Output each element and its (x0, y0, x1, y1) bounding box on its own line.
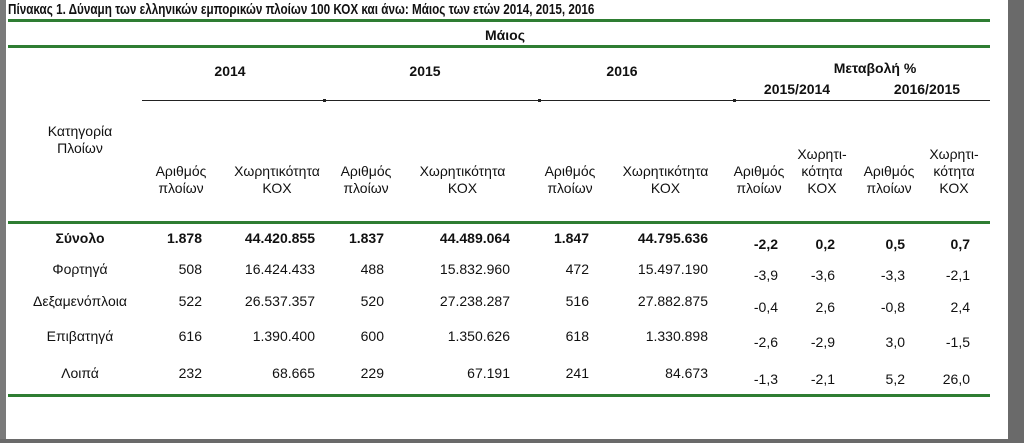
bottom-border (0, 439, 1024, 443)
category-cell: Σύνολο (55, 230, 105, 246)
value-cell: 1.878 (166, 230, 202, 246)
value-cell: 1.847 (553, 230, 589, 246)
change-header: Μεταβολή % (833, 60, 917, 76)
value-cell: 516 (565, 293, 589, 309)
value-cell: 27.238.287 (439, 293, 510, 309)
value-cell: -1,5 (945, 334, 970, 350)
value-cell: 1.390.400 (252, 328, 315, 344)
value-cell: 1.837 (348, 230, 384, 246)
count-2015-header: Αριθμός πλοίων (340, 163, 392, 196)
value-cell: 0,2 (815, 236, 835, 252)
value-cell: 522 (178, 293, 202, 309)
value-cell: 84.673 (665, 365, 708, 381)
value-cell: 16.424.433 (244, 261, 315, 277)
value-cell: 27.882.875 (637, 293, 708, 309)
value-cell: 67.191 (467, 365, 510, 381)
month-header: Μάιος (485, 27, 525, 43)
value-cell: 508 (178, 261, 202, 277)
value-cell: 15.497.190 (637, 261, 708, 277)
rule-marker (323, 99, 326, 102)
value-cell: -2,1 (945, 267, 970, 283)
change-count-2-header: Αριθμός πλοίων (863, 163, 915, 196)
rule-marker (733, 99, 736, 102)
month-rule (8, 45, 990, 48)
year-underline (142, 100, 990, 101)
category-cell: Δεξαμενόπλοια (33, 293, 127, 309)
top-rule (8, 19, 990, 22)
capacity-2014-header: Χωρητικότητα ΚΟΧ (234, 163, 320, 196)
table-title: Πίνακας 1. Δύναμη των ελληνικών εμπορικώ… (8, 1, 595, 18)
value-cell: 5,2 (885, 371, 905, 387)
value-cell: 241 (565, 365, 589, 381)
value-cell: -0,8 (880, 299, 905, 315)
change-period-2: 2016/2015 (893, 81, 961, 97)
value-cell: 15.832.960 (439, 261, 510, 277)
value-cell: -2,2 (753, 236, 778, 252)
value-cell: 600 (360, 328, 384, 344)
value-cell: 616 (178, 328, 202, 344)
table-bottom-rule (8, 394, 990, 397)
value-cell: 1.330.898 (645, 328, 708, 344)
value-cell: -3,6 (810, 267, 835, 283)
change-capacity-1-header: Χωρητι- κότητα ΚΟΧ (797, 146, 847, 196)
category-cell: Φορτηγά (52, 261, 108, 277)
category-cell: Επιβατηγά (46, 328, 114, 344)
value-cell: 26.537.357 (244, 293, 315, 309)
year-2014-header: 2014 (214, 63, 246, 79)
value-cell: -0,4 (753, 299, 778, 315)
value-cell: -1,3 (753, 371, 778, 387)
value-cell: 2,4 (950, 299, 970, 315)
category-cell: Λοιπά (61, 365, 99, 381)
change-count-1-header: Αριθμός πλοίων (733, 163, 785, 196)
value-cell: 1.350.626 (447, 328, 510, 344)
header-bottom-rule (8, 221, 990, 224)
left-border (0, 0, 6, 443)
year-2016-header: 2016 (606, 63, 638, 79)
year-2015-header: 2015 (409, 63, 441, 79)
value-cell: 520 (360, 293, 384, 309)
value-cell: 44.795.636 (637, 230, 708, 246)
right-border (1008, 0, 1024, 443)
value-cell: 472 (565, 261, 589, 277)
value-cell: 44.489.064 (439, 230, 510, 246)
value-cell: 26,0 (942, 371, 970, 387)
value-cell: 2,6 (815, 299, 835, 315)
capacity-2016-header: Χωρητικότητα ΚΟΧ (622, 163, 709, 196)
value-cell: 229 (360, 365, 384, 381)
value-cell: -2,6 (753, 334, 778, 350)
value-cell: -2,9 (810, 334, 835, 350)
value-cell: 3,0 (885, 334, 905, 350)
capacity-2015-header: Χωρητικότητα ΚΟΧ (419, 163, 506, 196)
value-cell: 488 (360, 261, 384, 277)
value-cell: 0,5 (885, 236, 905, 252)
change-capacity-2-header: Χωρητι- κότητα ΚΟΧ (929, 146, 979, 196)
category-header: Κατηγορία Πλοίων (47, 123, 113, 156)
count-2014-header: Αριθμός πλοίων (155, 163, 207, 196)
value-cell: -3,3 (880, 267, 905, 283)
value-cell: 44.420.855 (244, 230, 315, 246)
value-cell: -3,9 (753, 267, 778, 283)
change-period-1: 2015/2014 (763, 81, 831, 97)
value-cell: 0,7 (950, 236, 970, 252)
count-2016-header: Αριθμός πλοίων (544, 163, 596, 196)
value-cell: 68.665 (272, 365, 315, 381)
value-cell: 618 (565, 328, 589, 344)
rule-marker (538, 99, 541, 102)
value-cell: 232 (178, 365, 202, 381)
value-cell: -2,1 (810, 371, 835, 387)
